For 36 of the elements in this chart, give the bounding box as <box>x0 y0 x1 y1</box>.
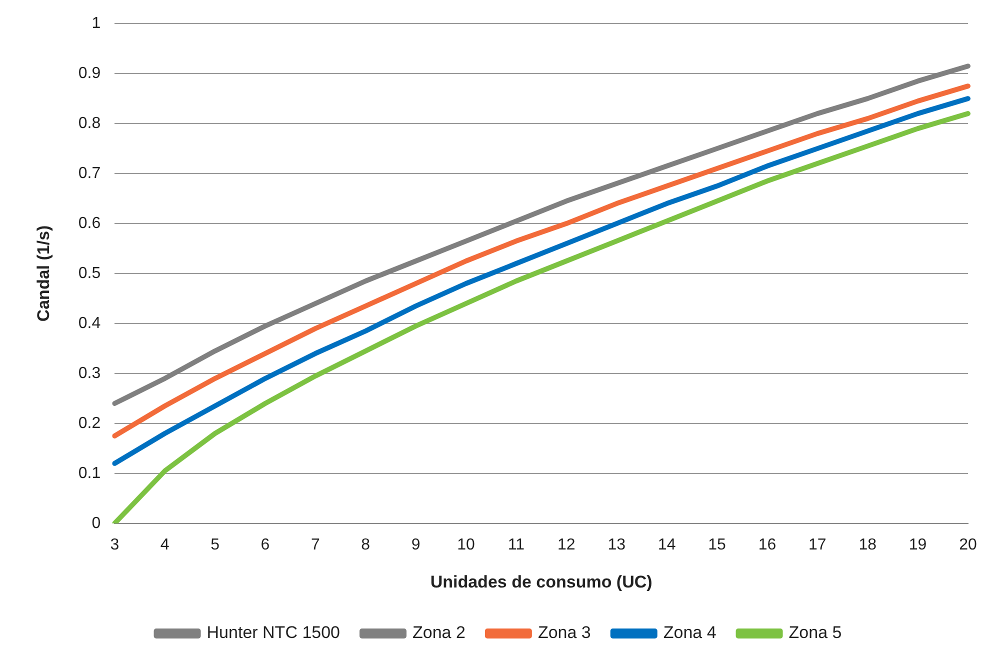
y-tick-label: 0.2 <box>78 414 101 432</box>
legend-label: Zona 5 <box>788 623 842 642</box>
x-tick-label: 11 <box>508 536 525 554</box>
x-tick-label: 15 <box>708 536 726 554</box>
x-tick-label: 6 <box>260 536 270 554</box>
y-tick-label: 0.7 <box>78 164 101 182</box>
x-tick-label: 7 <box>310 536 320 554</box>
x-tick-label: 19 <box>908 536 927 554</box>
legend-label: Hunter NTC 1500 <box>206 623 340 642</box>
legend-label: Zona 3 <box>538 623 591 642</box>
x-tick-label: 17 <box>808 536 826 554</box>
x-tick-label: 9 <box>411 536 420 554</box>
y-tick-label: 0.1 <box>78 464 101 482</box>
x-tick-label: 5 <box>210 536 220 554</box>
y-tick-label: 0.4 <box>78 314 101 332</box>
legend-label: Zona 2 <box>412 623 466 642</box>
x-tick-label: 16 <box>758 536 776 554</box>
legend-label: Zona 4 <box>663 623 716 642</box>
x-tick-label: 13 <box>608 536 626 554</box>
x-tick-label: 3 <box>110 536 120 554</box>
x-tick-label: 20 <box>959 536 977 554</box>
x-tick-label: 8 <box>361 536 370 554</box>
x-tick-label: 14 <box>658 536 676 554</box>
x-tick-label: 4 <box>160 536 170 554</box>
x-axis-title: Unidades de consumo (UC) <box>430 572 652 592</box>
y-tick-label: 1 <box>92 15 101 32</box>
y-tick-label: 0.9 <box>78 64 101 82</box>
y-tick-label: 0.8 <box>78 114 101 132</box>
x-tick-label: 12 <box>558 536 576 554</box>
x-tick-label: 18 <box>858 536 877 554</box>
y-tick-label: 0.6 <box>78 214 101 232</box>
x-tick-label: 10 <box>457 536 476 554</box>
y-tick-label: 0.5 <box>78 264 101 282</box>
y-axis-title: Candal (1/s) <box>34 225 53 322</box>
y-tick-label: 0 <box>92 514 101 532</box>
y-tick-label: 0.3 <box>78 364 101 382</box>
